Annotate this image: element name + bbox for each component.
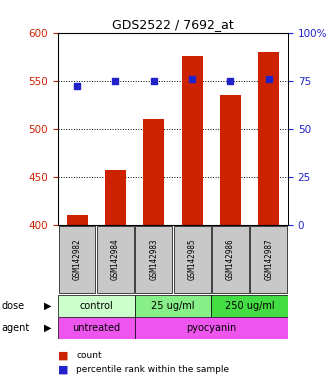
- Text: GSM142984: GSM142984: [111, 239, 120, 280]
- Title: GDS2522 / 7692_at: GDS2522 / 7692_at: [112, 18, 234, 31]
- Point: [74, 83, 80, 89]
- Bar: [143, 119, 164, 225]
- Point: [228, 78, 233, 84]
- Bar: [211, 295, 288, 317]
- Bar: [59, 226, 96, 293]
- Bar: [220, 95, 241, 225]
- Bar: [135, 226, 172, 293]
- Text: percentile rank within the sample: percentile rank within the sample: [76, 365, 229, 374]
- Bar: [58, 317, 135, 339]
- Bar: [67, 215, 88, 225]
- Text: GSM142983: GSM142983: [149, 239, 158, 280]
- Text: count: count: [76, 351, 102, 360]
- Bar: [250, 226, 287, 293]
- Bar: [135, 295, 211, 317]
- Text: GSM142985: GSM142985: [188, 239, 197, 280]
- Text: agent: agent: [2, 323, 30, 333]
- Text: 250 ug/ml: 250 ug/ml: [225, 301, 274, 311]
- Text: dose: dose: [2, 301, 25, 311]
- Point: [151, 78, 157, 84]
- Bar: [58, 295, 135, 317]
- Text: ■: ■: [58, 350, 69, 360]
- Point: [189, 76, 195, 82]
- Bar: [182, 56, 203, 225]
- Text: GSM142987: GSM142987: [264, 239, 273, 280]
- Text: pyocyanin: pyocyanin: [186, 323, 236, 333]
- Text: untreated: untreated: [72, 323, 120, 333]
- Bar: [212, 226, 249, 293]
- Text: 25 ug/ml: 25 ug/ml: [151, 301, 195, 311]
- Text: GSM142986: GSM142986: [226, 239, 235, 280]
- Point: [266, 76, 271, 82]
- Bar: [135, 317, 288, 339]
- Text: ■: ■: [58, 364, 69, 374]
- Bar: [105, 170, 126, 225]
- Text: ▶: ▶: [44, 323, 52, 333]
- Bar: [258, 52, 279, 225]
- Bar: [97, 226, 134, 293]
- Text: GSM142982: GSM142982: [72, 239, 82, 280]
- Text: ▶: ▶: [44, 301, 52, 311]
- Point: [113, 78, 118, 84]
- Bar: [174, 226, 211, 293]
- Text: control: control: [79, 301, 113, 311]
